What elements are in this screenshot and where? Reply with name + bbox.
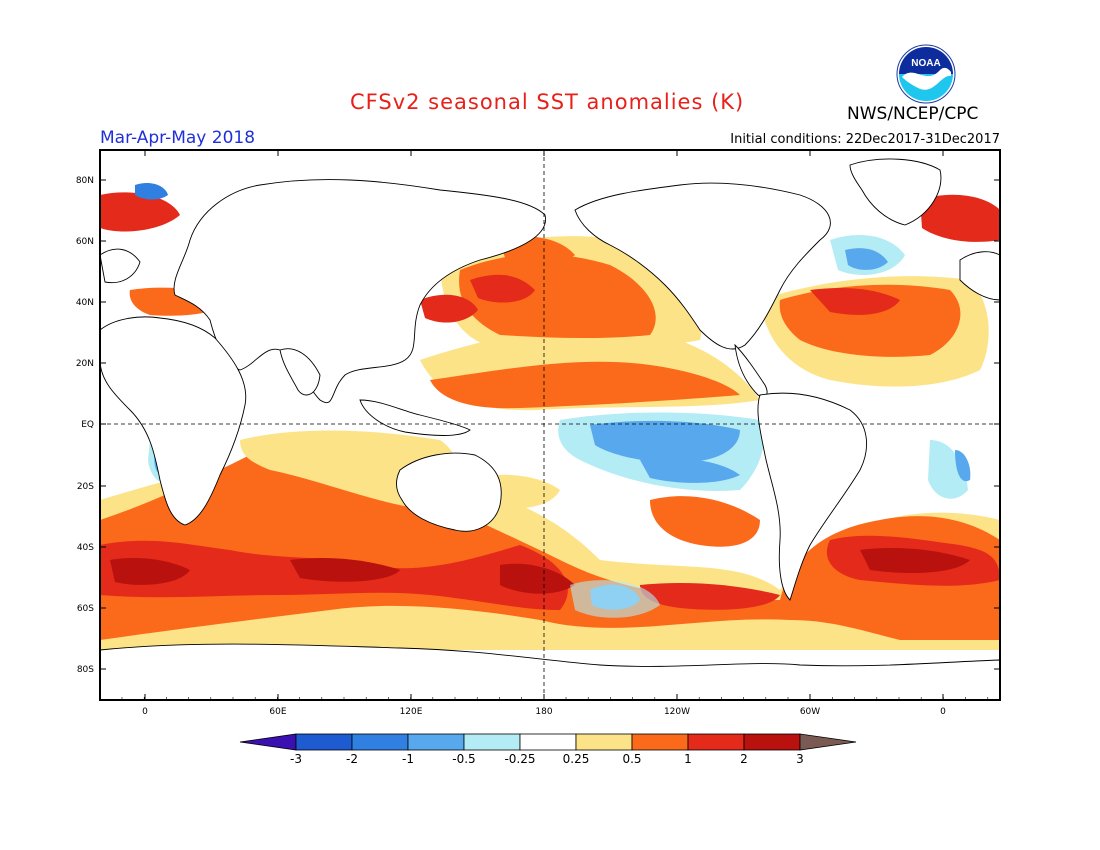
map-frame: [99, 149, 1001, 701]
colorbar-label: 0.5: [622, 752, 641, 766]
anomaly-dark-red-2: [290, 558, 400, 582]
land-europe-west: [100, 248, 141, 284]
lon-tick-label: 120W: [664, 707, 690, 717]
agency-label: NWS/NCEP/CPC: [847, 104, 979, 124]
land-australia: [396, 452, 502, 532]
lon-tick-label: 0: [142, 707, 148, 717]
colorbar-label: 2: [740, 752, 748, 766]
anomaly-nordic-blue: [135, 183, 168, 200]
land-europe-east: [959, 251, 1000, 301]
anomaly-dark-red-1: [110, 558, 190, 585]
anomaly-n-tropical-pacific-orange: [430, 361, 740, 409]
colorbar-label: 1: [684, 752, 692, 766]
lon-tick-label: 120E: [400, 707, 423, 717]
colorbar-swatch: [519, 733, 577, 751]
anomaly-n-atlantic-red: [810, 288, 900, 315]
lon-tick-label: 60W: [800, 707, 820, 717]
colorbar-swatch: [687, 733, 745, 751]
land-indonesia: [359, 399, 471, 436]
anomaly-labrador-blue: [845, 248, 888, 270]
colorbar-label: 0.25: [563, 752, 590, 766]
colorbar-label: 3: [796, 752, 804, 766]
land-africa: [100, 316, 247, 526]
anomaly-dark-red-3: [500, 563, 575, 594]
lat-tick-label: 80N: [76, 176, 94, 186]
anomaly-nordic-red-west: [100, 192, 180, 232]
colorbar-swatch: [463, 733, 521, 751]
lat-tick-label: EQ: [81, 420, 94, 430]
anomaly-n-pacific-orange: [459, 254, 656, 339]
lon-tick-label: 0: [940, 707, 946, 717]
lat-tick-label: 20S: [77, 482, 94, 492]
colorbar-min-arrow: [239, 733, 297, 751]
colorbar-swatch: [575, 733, 633, 751]
land-south-america: [757, 392, 867, 601]
land-antarctica: [100, 643, 1000, 700]
anomaly-s-pacific-red: [640, 583, 780, 610]
continents: [100, 158, 1000, 700]
season-label: Mar-Apr-May 2018: [100, 128, 256, 148]
lat-tick-label: 40N: [76, 298, 94, 308]
anomaly-s-pacific-cool-light: [570, 580, 660, 618]
anomaly-s-pacific-orange: [650, 496, 760, 547]
colorbar: -3 -2 -1 -0.5 -0.25 0.25 0.5 1 2 3: [239, 733, 857, 766]
colorbar-swatch: [351, 733, 409, 751]
colorbar-swatch: [631, 733, 689, 751]
land-india: [279, 348, 321, 396]
land-greenland: [849, 158, 942, 226]
colorbar-swatch: [407, 733, 465, 751]
colorbar-label: -2: [346, 752, 358, 766]
lon-tick-label: 60E: [269, 707, 286, 717]
land-north-america: [574, 182, 831, 350]
anomaly-eq-pacific-blue: [590, 420, 740, 463]
colorbar-label: -0.25: [504, 752, 535, 766]
anomaly-eq-pacific-blue-2: [640, 458, 740, 483]
noaa-logo: NOAA: [896, 44, 956, 104]
anomaly-brazil-cool: [928, 440, 968, 499]
anomaly-n-pacific-red: [470, 274, 535, 303]
anomaly-atlantic-eq-cool: [955, 450, 971, 482]
colorbar-label: -1: [402, 752, 414, 766]
colorbar-label: -0.5: [452, 752, 475, 766]
lat-tick-label: 60S: [77, 604, 94, 614]
anomaly-dark-red-4: [860, 548, 970, 573]
lat-tick-label: 60N: [76, 237, 94, 247]
lat-tick-label: 20N: [76, 359, 94, 369]
svg-text:NOAA: NOAA: [911, 58, 940, 69]
lon-tick-label: 180: [535, 707, 552, 717]
lat-tick-label: 80S: [77, 665, 94, 675]
map-title: CFSv2 seasonal SST anomalies (K): [350, 90, 745, 114]
anomaly-kuroshio-red: [420, 294, 478, 323]
latitude-ticks: 80N 60N 40N 20N EQ 20S 40S 60S 80S: [76, 176, 1000, 675]
colorbar-max-arrow: [799, 733, 857, 751]
anomaly-nordic-red: [920, 194, 1000, 242]
longitude-ticks: 0 60E 120E 180 120W 60W 0: [121, 150, 989, 717]
lat-tick-label: 40S: [77, 543, 94, 553]
colorbar-swatch: [743, 733, 801, 751]
initial-conditions-label: Initial conditions: 22Dec2017-31Dec2017: [730, 132, 1000, 147]
colorbar-swatch: [295, 733, 353, 751]
colorbar-label: -3: [290, 752, 302, 766]
